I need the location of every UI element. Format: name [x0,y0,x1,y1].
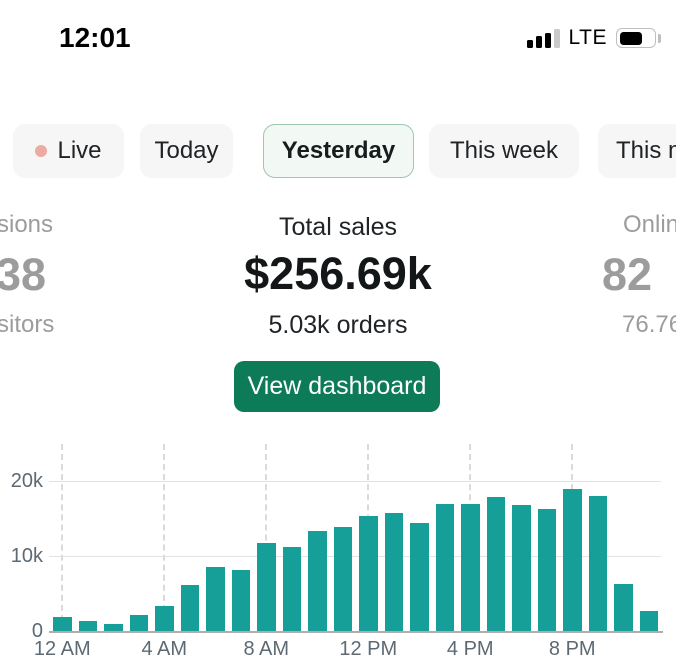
x-axis-tick-label: 4 AM [141,638,188,660]
hourly-sales-bar-chart: 0 10k 20k 12 AM 4 AM 8 AM 12 PM 4 PM 8 PM [0,443,676,663]
bar-7am [231,570,250,631]
bar-6pm [512,505,531,631]
x-axis-tick-label: 12 PM [339,638,398,660]
tab-this-week[interactable]: This week [429,124,579,178]
y-axis-tick-label: 10k [10,545,43,567]
left-stat-value-partial: 38 [0,249,47,300]
tab-this-month[interactable]: This m [598,124,676,178]
bar-8pm [563,488,582,631]
bar-4pm [461,503,480,631]
right-stat-value-partial: 82 [602,249,653,300]
bar-9am [282,547,301,631]
bar-10pm [614,583,633,631]
vertical-gridline [163,444,166,631]
bar-2pm [410,523,429,631]
bar-1pm [384,513,403,631]
bar-8am [257,542,276,631]
bar-12am [53,616,72,631]
total-sales-value: $256.69k [244,248,432,299]
battery-icon [616,28,661,48]
bar-12pm [359,516,378,631]
x-axis-tick-label: 8 PM [548,638,596,660]
horizontal-gridline [49,480,661,482]
y-axis-tick-label: 20k [10,470,43,492]
view-dashboard-button[interactable]: View dashboard [234,361,440,412]
left-stat-label-partial: sions [0,211,54,238]
battery-fill [619,31,642,45]
bar-6am [206,567,225,631]
live-dot-icon [35,145,48,157]
bar-9pm [588,496,607,631]
tab-yesterday-label: Yesterday [281,137,396,164]
tab-today[interactable]: Today [140,124,233,178]
bar-7pm [537,508,556,631]
bar-5am [180,584,199,631]
tab-today-label: Today [154,137,219,164]
x-axis-tick-label: 4 PM [446,638,494,660]
battery-nub [657,34,661,43]
horizontal-gridline [49,555,661,557]
right-stat-label-partial: Onlin [623,211,676,238]
left-stat-sub-partial: sitors [0,311,55,338]
right-stat-sub-partial: 76.76 [622,311,676,338]
bar-3am [129,615,148,631]
tab-live[interactable]: Live [13,124,124,178]
x-axis-tick-label: 8 AM [243,638,290,660]
bar-3pm [435,503,454,631]
vertical-gridline [61,444,64,631]
x-axis-line [49,631,663,633]
total-sales-label: Total sales [278,213,398,241]
vertical-gridline [265,444,268,631]
bar-10am [308,531,327,631]
bar-4am [155,605,174,631]
bar-1am [78,621,97,631]
bar-11pm [639,610,658,631]
tab-this-month-label: This m [616,137,676,164]
bar-5pm [486,496,505,631]
tab-live-label: Live [57,137,102,164]
status-time: 12:01 [59,22,131,53]
orders-count: 5.03k orders [268,311,408,339]
cellular-signal-icon [526,28,560,48]
x-axis-tick-label: 12 AM [33,638,91,660]
status-icons: LTE [526,26,661,49]
bar-11am [333,526,352,631]
tab-yesterday[interactable]: Yesterday [263,124,414,178]
bar-2am [104,623,123,631]
network-type-label: LTE [568,26,607,49]
tab-this-week-label: This week [449,137,559,164]
y-axis-tick-label: 0 [31,620,43,642]
